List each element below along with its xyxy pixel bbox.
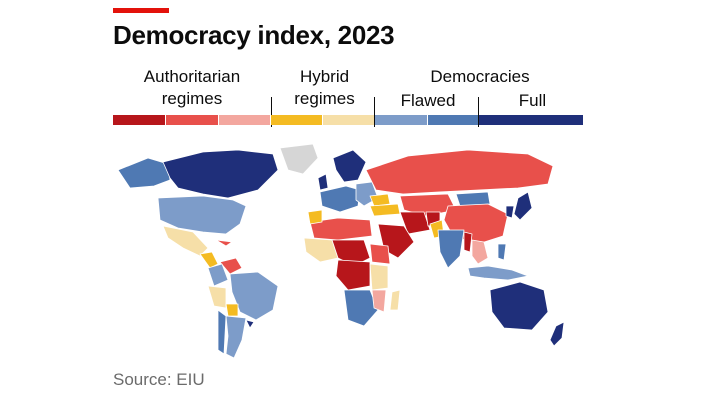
map-region-western-europe xyxy=(319,185,361,213)
map-region-india xyxy=(437,229,465,269)
map-region-iran xyxy=(399,211,431,235)
map-region-new-zealand xyxy=(549,321,565,347)
legend-color-bar xyxy=(113,115,583,125)
map-region-north-africa xyxy=(309,217,373,241)
map-region-alaska xyxy=(117,157,171,189)
map-region-colombia xyxy=(207,263,229,287)
map-region-venezuela xyxy=(219,257,243,275)
legend-label-flawed: Flawed xyxy=(400,91,456,110)
legend-label-democracies: Democracies xyxy=(430,67,530,86)
map-region-east-africa xyxy=(369,263,389,291)
map-region-southern-africa xyxy=(343,289,379,327)
map-region-indonesia xyxy=(467,265,529,281)
legend-label-authoritarian-line1: Authoritarian xyxy=(143,67,241,86)
map-region-chile xyxy=(217,309,227,355)
legend-swatch-authoritarian-2 xyxy=(166,115,218,125)
accent-bar xyxy=(113,8,169,13)
legend-swatch-full xyxy=(479,115,583,125)
map-region-cuba xyxy=(215,239,233,247)
map-region-canada xyxy=(162,149,279,199)
map-region-scandinavia xyxy=(332,149,367,183)
map-region-argentina xyxy=(225,315,247,359)
map-region-uruguay xyxy=(245,319,255,329)
legend-swatch-flawed-2 xyxy=(428,115,478,125)
map-region-central-america xyxy=(199,251,219,269)
map-region-ukraine xyxy=(369,193,391,207)
legend-swatch-authoritarian-1 xyxy=(113,115,165,125)
map-region-turkey xyxy=(369,203,401,217)
map-region-mongolia xyxy=(455,191,491,207)
map-region-peru xyxy=(207,285,227,309)
map-region-mozambique xyxy=(371,289,387,313)
map-region-russia xyxy=(365,149,554,195)
legend-swatch-authoritarian-3 xyxy=(219,115,270,125)
legend-swatch-hybrid-2 xyxy=(323,115,374,125)
map-region-usa xyxy=(157,195,247,235)
legend-swatch-hybrid-1 xyxy=(271,115,322,125)
map-region-bolivia xyxy=(225,303,239,317)
map-region-myanmar xyxy=(463,231,473,253)
map-region-madagascar xyxy=(389,289,401,311)
legend-label-authoritarian-line2: regimes xyxy=(161,89,223,108)
legend-swatch-flawed-1 xyxy=(375,115,427,125)
map-region-morocco xyxy=(307,209,323,225)
source-note: Source: EIU xyxy=(113,370,205,389)
legend-label-full: Full xyxy=(518,91,547,110)
legend-divider-1 xyxy=(271,97,272,127)
map-region-ethiopia xyxy=(369,243,391,265)
map-region-west-africa xyxy=(303,237,339,263)
map-region-central-africa xyxy=(335,259,371,291)
map-region-southeast-asia xyxy=(471,239,489,265)
page-title: Democracy index, 2023 xyxy=(113,20,395,50)
map-region-australia xyxy=(489,281,549,331)
world-map xyxy=(117,143,565,359)
map-region-kazakhstan xyxy=(399,193,457,217)
map-region-mexico xyxy=(162,225,209,257)
legend-divider-2 xyxy=(374,97,375,127)
map-region-uk xyxy=(317,173,329,191)
legend-label-hybrid-line1: Hybrid xyxy=(299,67,350,86)
legend-divider-3 xyxy=(478,97,479,127)
map-region-japan xyxy=(513,191,533,221)
legend-label-hybrid-line2: regimes xyxy=(294,89,355,108)
legend-label-authoritarian: Authoritarian regimes xyxy=(113,66,271,110)
map-region-philippines xyxy=(497,243,507,261)
map-region-brazil xyxy=(229,271,279,321)
map-region-greenland xyxy=(279,143,319,175)
legend-label-hybrid: Hybrid regimes xyxy=(276,66,373,110)
map-region-korea xyxy=(505,205,515,219)
